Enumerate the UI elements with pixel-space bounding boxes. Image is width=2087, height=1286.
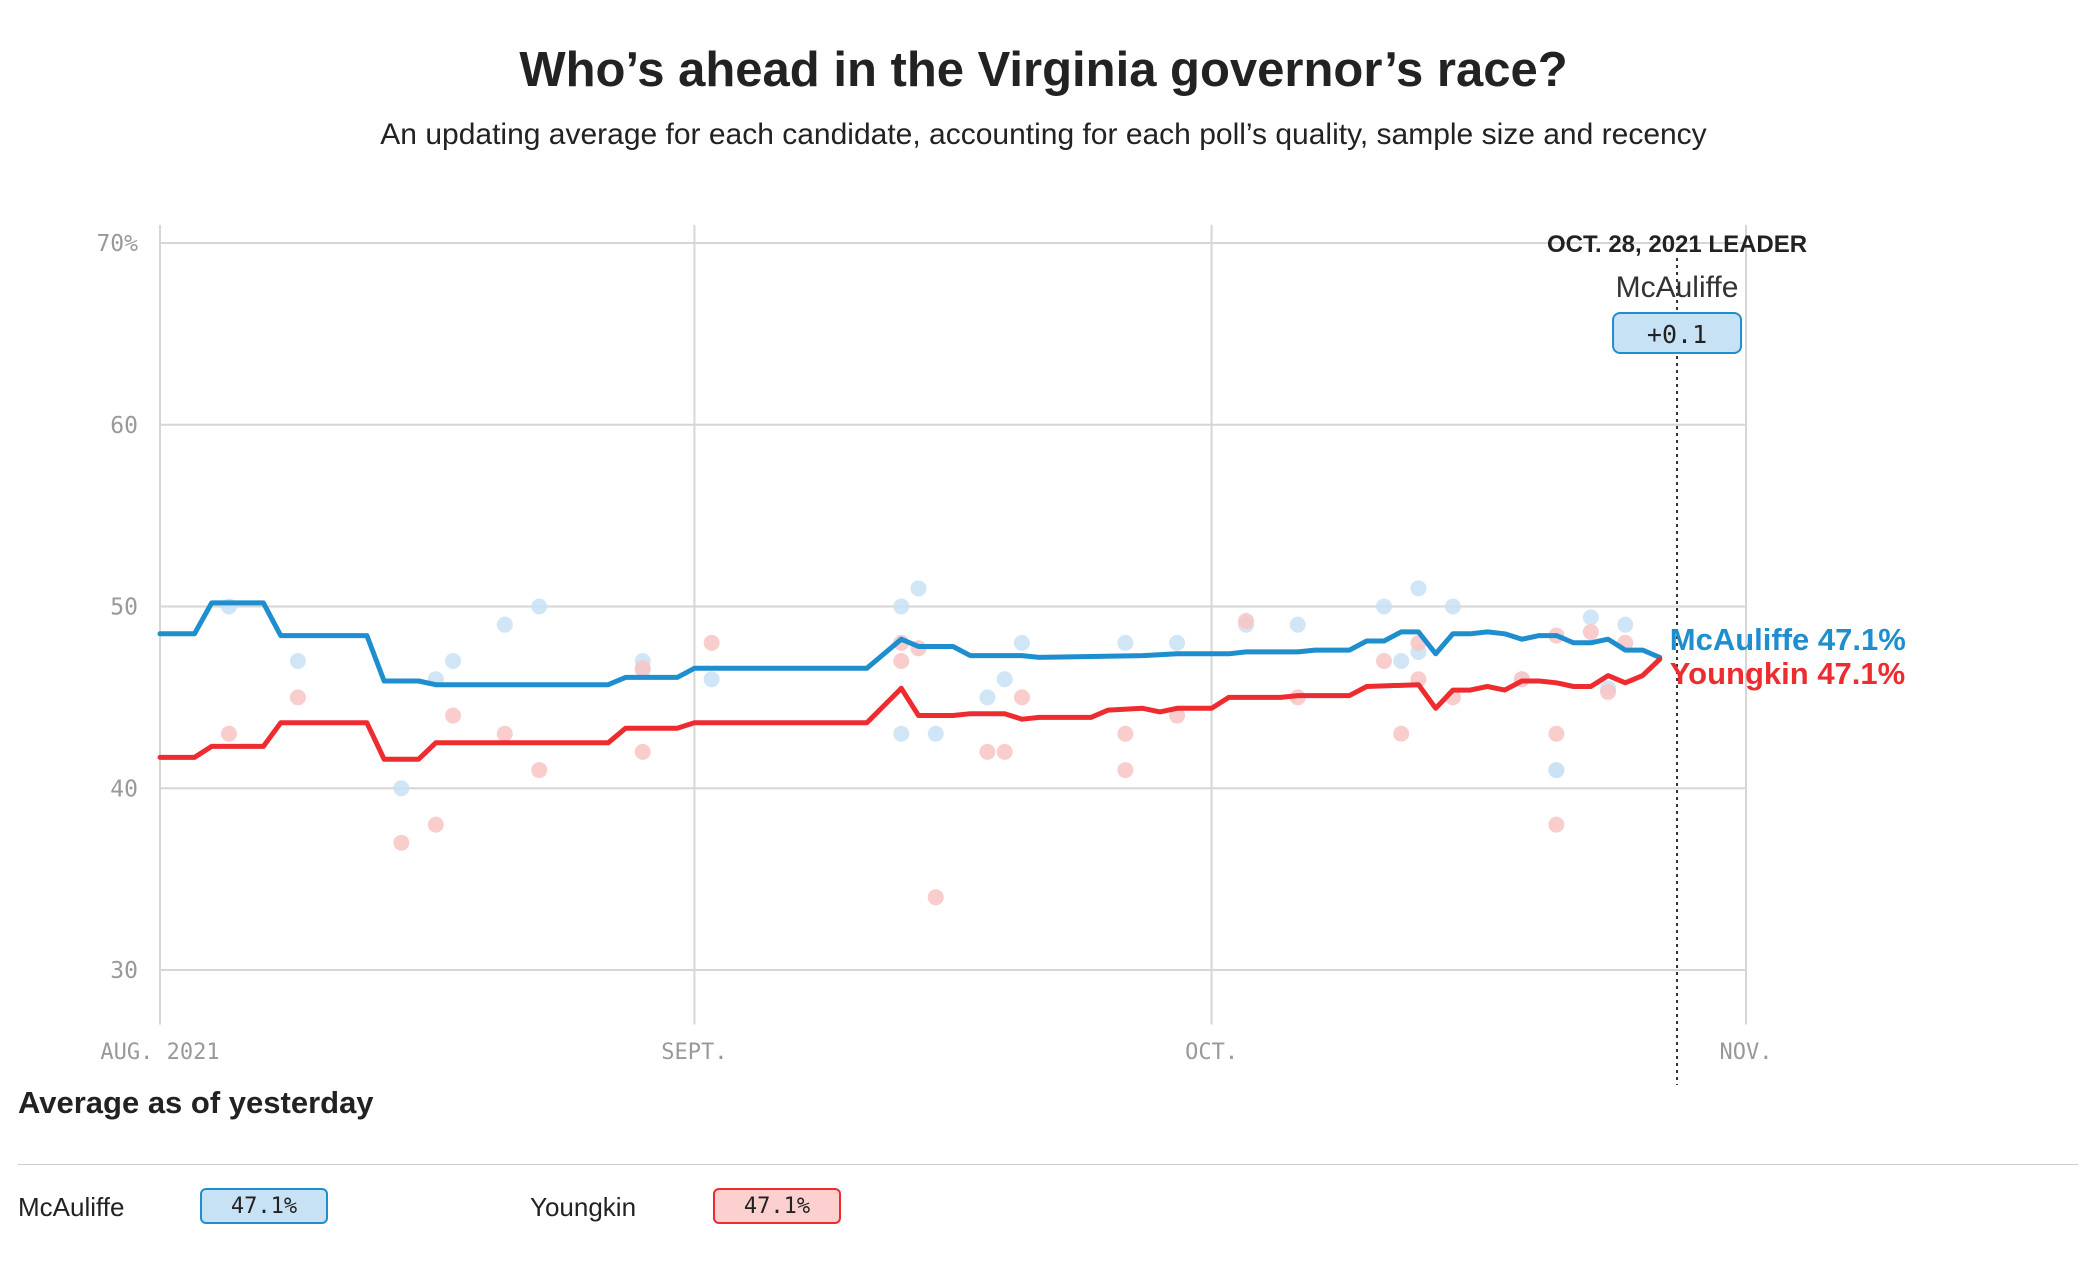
y-tick-label: 30 (110, 958, 138, 984)
end-label-mcauliffe: McAuliffe 47.1% (1670, 622, 1906, 657)
poll-dot-youngkin (703, 634, 720, 651)
poll-dot-youngkin (289, 689, 306, 706)
leader-margin: +0.1 (1647, 320, 1707, 349)
average-name-youngkin: Youngkin (530, 1192, 637, 1222)
leader-name: McAuliffe (1616, 271, 1739, 304)
poll-dot-youngkin (996, 743, 1013, 760)
chart-title: Who’s ahead in the Virginia governor’s r… (519, 43, 1568, 97)
leader-margin-badge (1612, 312, 1743, 354)
poll-dot-mcauliffe (1013, 634, 1030, 651)
poll-dot-youngkin (1375, 653, 1392, 670)
poll-dot-youngkin (445, 707, 462, 724)
poll-dot-mcauliffe (445, 653, 462, 670)
average-line-mcauliffe (157, 600, 1663, 688)
poll-dot-mcauliffe (1375, 598, 1392, 615)
chart-subtitle: An updating average for each candidate, … (380, 118, 1707, 151)
y-tick-label: 50 (110, 595, 138, 621)
chart-plot: 70% 60 50 40 30 AUG. 2021 SEPT. OCT. NOV. OCT. 2… (96, 224, 1906, 1085)
poll-dot-youngkin (979, 743, 996, 760)
poll-dot-youngkin (1013, 689, 1030, 706)
poll-dot-mcauliffe (289, 653, 306, 670)
poll-dot-youngkin (634, 743, 651, 760)
poll-dot-mcauliffe (1444, 598, 1461, 615)
average-value-youngkin: 47.1% (713, 1188, 841, 1224)
poll-dot-youngkin (531, 762, 548, 779)
poll-dot-youngkin (927, 889, 944, 906)
poll-dot-mcauliffe (531, 598, 548, 615)
poll-dot-mcauliffe (496, 616, 513, 633)
poll-dot-mcauliffe (1617, 616, 1634, 633)
poll-dot-mcauliffe (1393, 653, 1410, 670)
poll-dot-youngkin (634, 660, 651, 677)
poll-dot-youngkin (393, 834, 410, 851)
average-lines-layer (157, 600, 1663, 762)
poll-dot-mcauliffe (1117, 634, 1134, 651)
x-tick-label: SEPT. (661, 1040, 727, 1065)
poll-dot-youngkin (1548, 725, 1565, 742)
x-tick-label: AUG. 2021 (100, 1040, 219, 1065)
poll-dot-youngkin (1117, 725, 1134, 742)
poll-dot-youngkin (496, 725, 513, 742)
end-labels-layer: McAuliffe 47.1%Youngkin 47.1% (1670, 622, 1906, 691)
y-tick-label: 70% (96, 231, 138, 257)
poll-dot-mcauliffe (1169, 634, 1186, 651)
poll-dot-mcauliffe (1289, 616, 1306, 633)
end-label-youngkin: Youngkin 47.1% (1670, 656, 1905, 691)
average-divider (18, 1164, 2078, 1165)
x-tick-label: OCT. (1185, 1040, 1238, 1065)
poll-dot-mcauliffe (393, 780, 410, 797)
poll-dot-youngkin (1393, 725, 1410, 742)
poll-dot-mcauliffe (996, 671, 1013, 688)
poll-dot-mcauliffe (1410, 580, 1427, 597)
x-tick-label: NOV. (1720, 1040, 1773, 1065)
poll-dot-mcauliffe (893, 598, 910, 615)
y-tick-label: 40 (110, 776, 138, 802)
poll-dot-mcauliffe (927, 725, 944, 742)
y-tick-label: 60 (110, 413, 138, 439)
poll-dot-youngkin (1600, 683, 1617, 700)
grid-layer: 70% 60 50 40 30 AUG. 2021 SEPT. OCT. NOV. (96, 224, 1773, 1065)
poll-dot-mcauliffe (1548, 762, 1565, 779)
poll-dot-youngkin (1582, 623, 1599, 640)
average-name-mcauliffe: McAuliffe (18, 1192, 125, 1222)
poll-dot-mcauliffe (979, 689, 996, 706)
poll-dot-youngkin (1117, 762, 1134, 779)
poll-dot-youngkin (427, 816, 444, 833)
poll-dot-mcauliffe (703, 671, 720, 688)
poll-dot-youngkin (220, 725, 237, 742)
poll-dot-youngkin (893, 653, 910, 670)
poll-dot-youngkin (1548, 816, 1565, 833)
average-line-youngkin (157, 656, 1663, 762)
average-heading: Average as of yesterday (18, 1085, 374, 1120)
leader-annotation-layer: OCT. 28, 2021 LEADER McAuliffe +0.1 (1547, 231, 1807, 1085)
poll-dot-mcauliffe (910, 580, 927, 597)
poll-dot-mcauliffe (893, 725, 910, 742)
poll-dot-youngkin (1238, 613, 1255, 630)
poll-dot-mcauliffe (1582, 609, 1599, 626)
average-value-mcauliffe: 47.1% (200, 1188, 328, 1224)
leader-heading: OCT. 28, 2021 LEADER (1547, 231, 1807, 258)
